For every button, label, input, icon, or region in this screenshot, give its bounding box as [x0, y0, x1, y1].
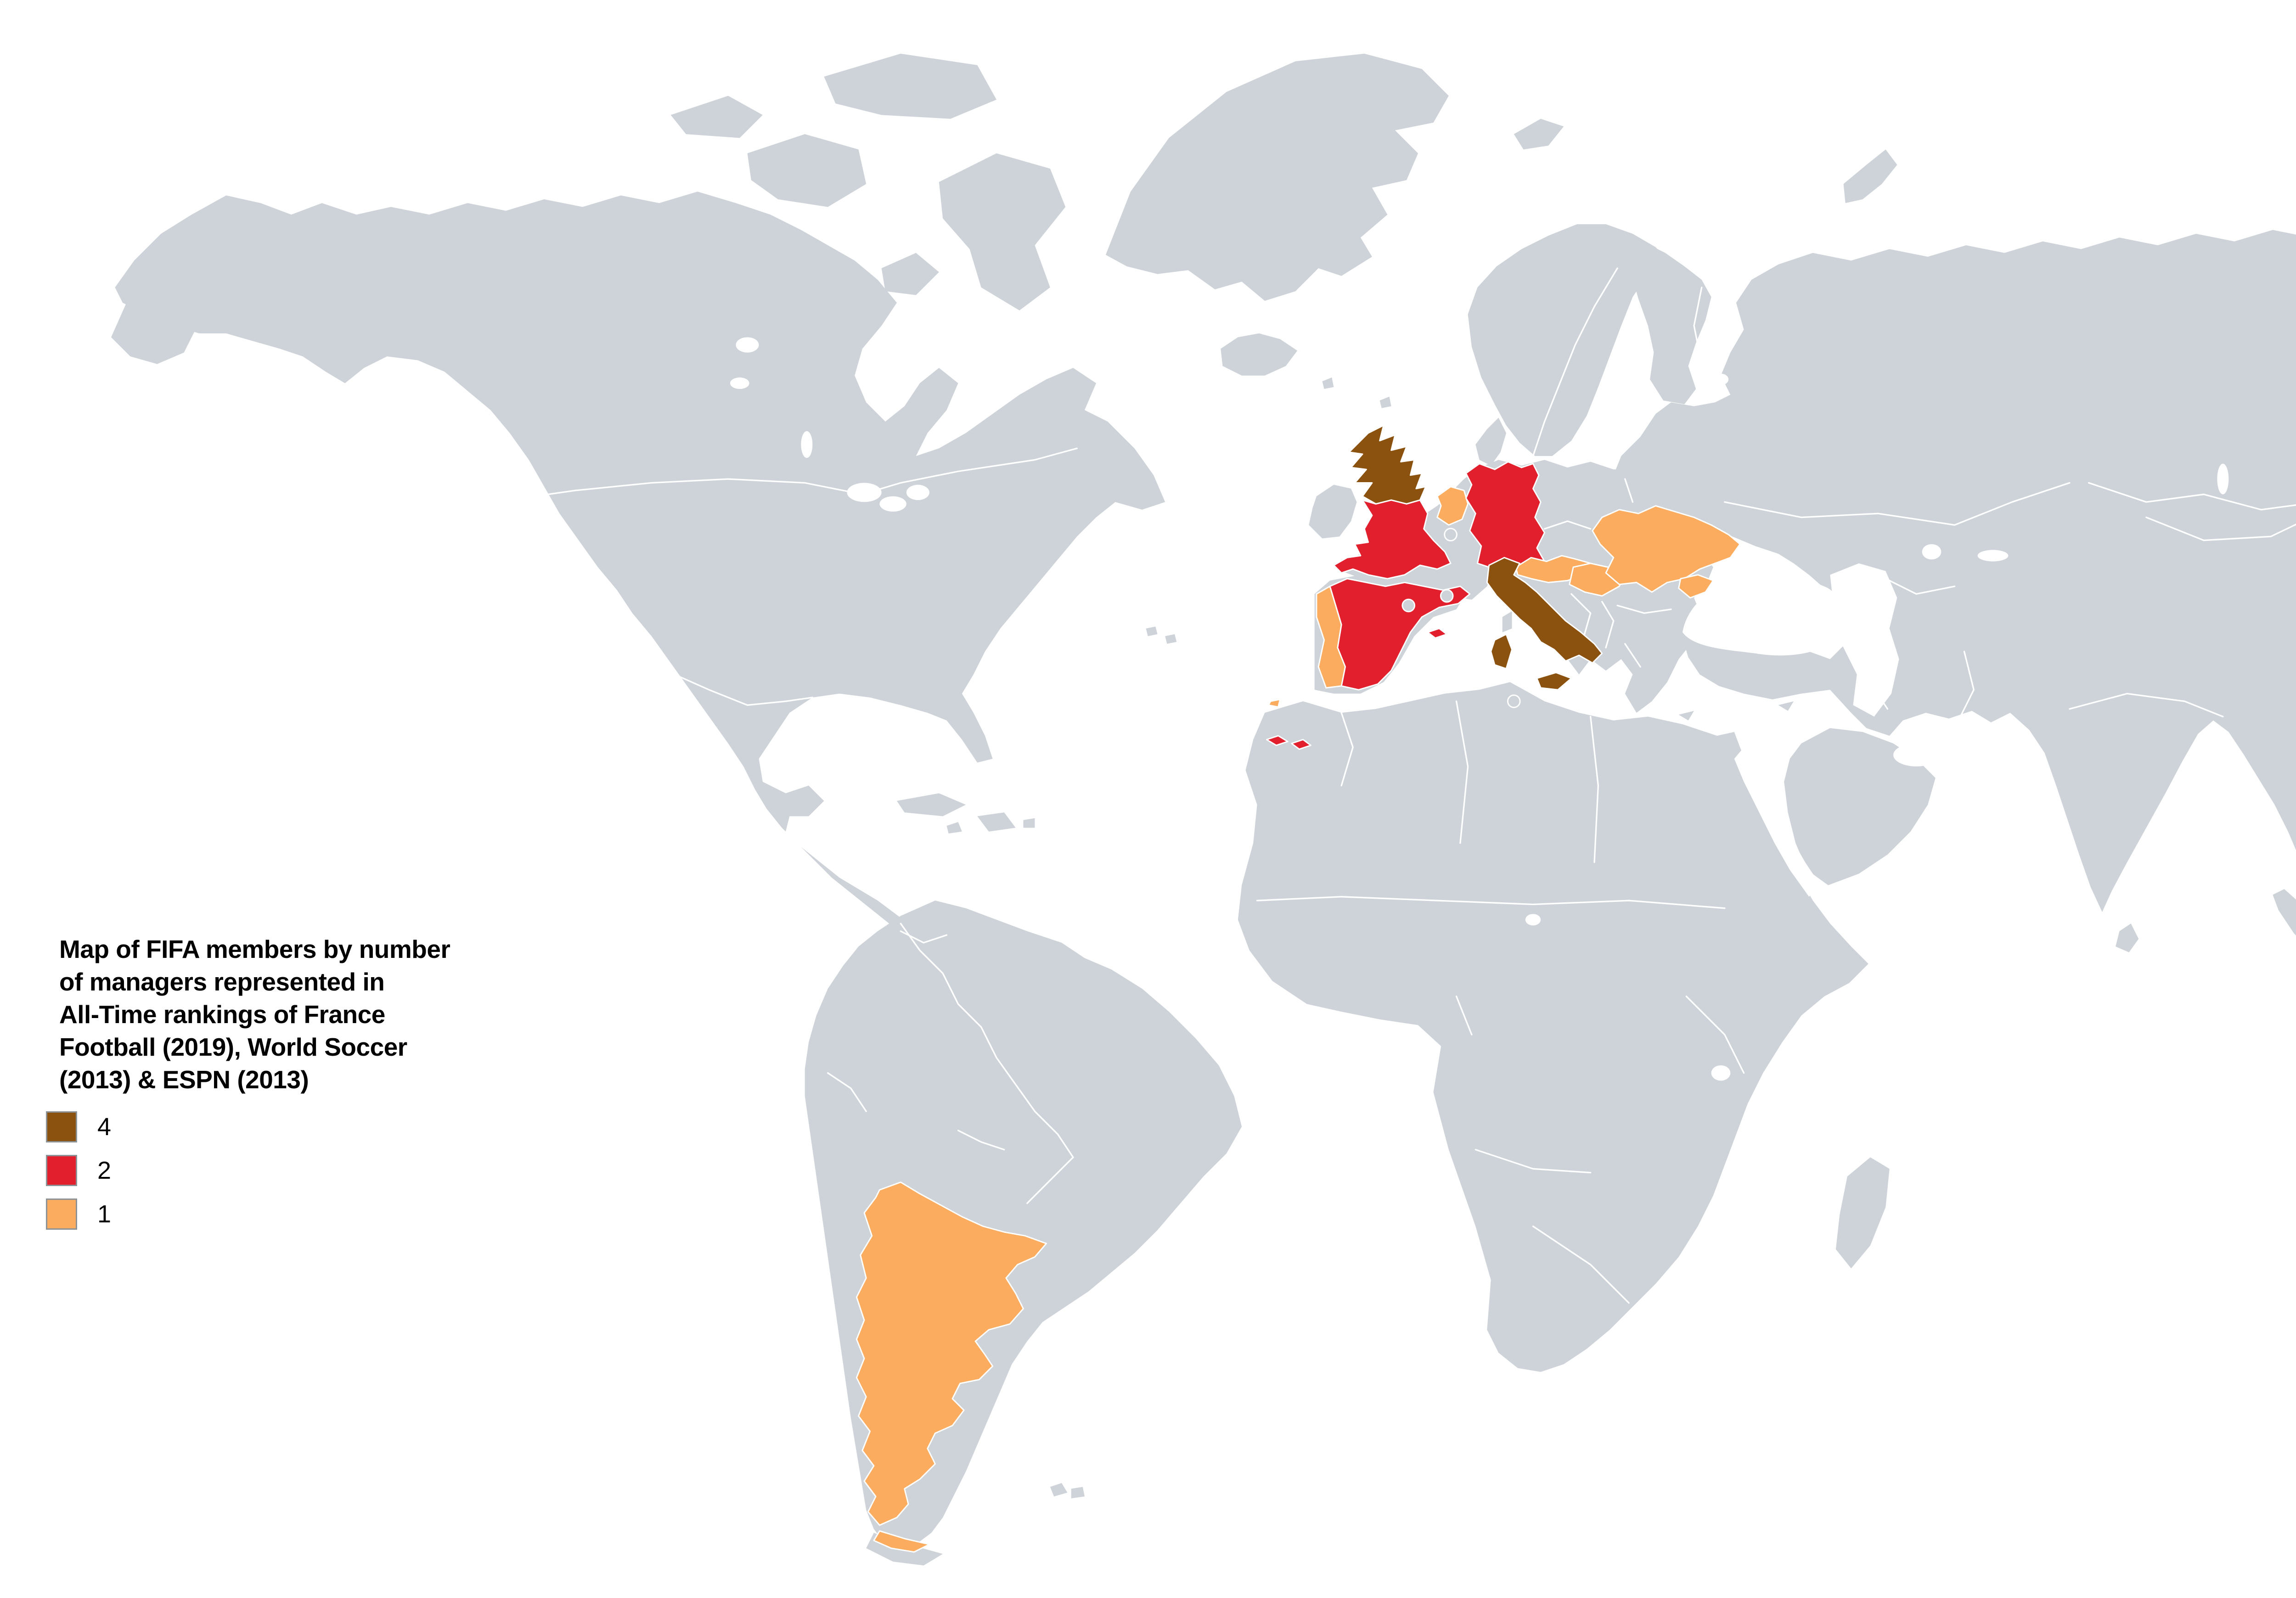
country-netherlands[interactable]	[1436, 486, 1469, 526]
country-spain-canary-islands[interactable]	[1266, 735, 1311, 750]
region-ireland	[1309, 484, 1357, 539]
microstate-malta	[1507, 694, 1521, 709]
country-ukraine-crimea[interactable]	[1678, 574, 1714, 599]
legend-swatch-4	[46, 1111, 77, 1142]
country-portugal[interactable]	[1316, 585, 1346, 689]
region-scandinavia	[1468, 224, 1669, 456]
legend: 4 2 1	[46, 1111, 111, 1242]
region-arabia	[1784, 728, 1936, 885]
highlighted-countries	[855, 424, 1741, 1553]
legend-row: 4	[46, 1111, 111, 1142]
map-title: Map of FIFA members by number of manager…	[59, 933, 450, 1096]
map-title-line: Map of FIFA members by number	[59, 935, 450, 963]
region-corsica	[1502, 611, 1512, 632]
microstate-markers	[1401, 528, 1521, 709]
country-italy-sardinia[interactable]	[1490, 633, 1513, 670]
country-scotland[interactable]	[1348, 424, 1427, 505]
legend-label: 4	[97, 1113, 112, 1141]
country-italy-sicily[interactable]	[1536, 672, 1572, 691]
microstate-monaco	[1440, 589, 1454, 603]
legend-row: 1	[46, 1198, 111, 1230]
country-portugal-madeira[interactable]	[1268, 698, 1281, 708]
legend-swatch-2	[46, 1155, 77, 1186]
persian-gulf	[1893, 743, 1940, 767]
region-finland	[1631, 241, 1711, 405]
region-iceland	[1221, 333, 1298, 376]
legend-label: 2	[97, 1157, 112, 1184]
map-title-line: All-Time rankings of France	[59, 1000, 385, 1029]
aral-sea	[1922, 544, 1941, 560]
country-borders	[493, 267, 2296, 1304]
region-asia	[1606, 230, 2296, 912]
black-sea	[1683, 575, 1845, 656]
microstate-andorra	[1401, 598, 1416, 613]
country-spain-balearics[interactable]	[1427, 628, 1448, 639]
microstate-luxembourg	[1444, 528, 1458, 541]
legend-label: 1	[97, 1200, 112, 1228]
country-italy[interactable]	[1486, 557, 1603, 664]
caspian-sea	[1830, 563, 1899, 717]
region-north-america	[115, 191, 1165, 939]
seas-and-lakes	[730, 337, 2229, 1081]
region-greenland	[1105, 53, 1449, 301]
country-england[interactable]	[1333, 499, 1452, 580]
country-argentina-tierra-del-fuego[interactable]	[873, 1530, 930, 1553]
map-title-line: of managers represented in	[59, 968, 385, 996]
region-denmark	[1475, 417, 1507, 466]
region-madagascar	[1835, 1157, 1890, 1269]
continents	[111, 53, 2296, 1566]
legend-row: 2	[46, 1155, 111, 1186]
country-ukraine[interactable]	[1592, 505, 1741, 593]
red-sea	[1734, 747, 1821, 897]
region-africa	[1238, 682, 1868, 1372]
country-germany[interactable]	[1465, 461, 1546, 570]
map-title-line: Football (2019), World Soccer	[59, 1033, 407, 1061]
country-argentina[interactable]	[855, 1182, 1047, 1526]
legend-swatch-1	[46, 1198, 77, 1230]
map-title-line: (2013) & ESPN (2013)	[59, 1065, 309, 1094]
